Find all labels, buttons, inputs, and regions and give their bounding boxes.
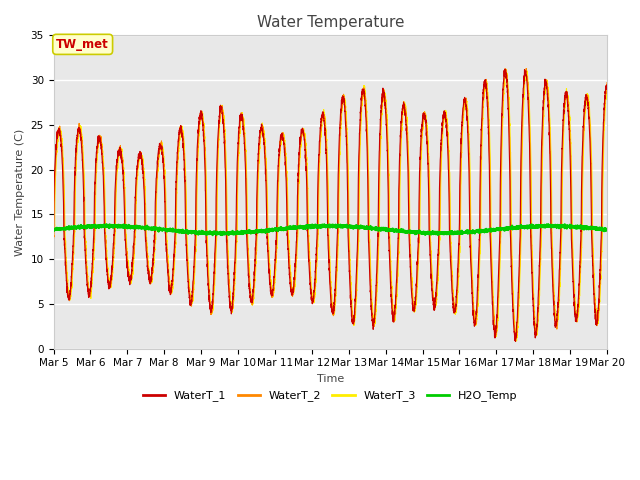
H2O_Temp: [410, 228, 417, 234]
WaterT_3: [505, 93, 513, 99]
WaterT_3: [502, 67, 510, 72]
H2O_Temp: [382, 226, 390, 231]
Legend: WaterT_1, WaterT_2, WaterT_3, H2O_Temp: WaterT_1, WaterT_2, WaterT_3, H2O_Temp: [138, 386, 522, 406]
WaterT_1: [150, 241, 158, 247]
H2O_Temp: [103, 221, 111, 227]
H2O_Temp: [463, 228, 470, 233]
WaterT_1: [463, 109, 470, 115]
H2O_Temp: [505, 226, 513, 232]
WaterT_2: [505, 98, 513, 104]
H2O_Temp: [50, 227, 58, 232]
WaterT_1: [505, 121, 513, 127]
WaterT_3: [410, 301, 417, 307]
WaterT_1: [50, 224, 58, 230]
WaterT_1: [381, 102, 389, 108]
WaterT_3: [381, 90, 389, 96]
WaterT_1: [410, 308, 417, 313]
H2O_Temp: [209, 232, 216, 238]
H2O_Temp: [261, 227, 269, 233]
WaterT_2: [261, 144, 269, 150]
WaterT_1: [512, 338, 520, 344]
WaterT_1: [603, 82, 611, 88]
H2O_Temp: [150, 227, 158, 232]
WaterT_3: [513, 338, 520, 344]
WaterT_2: [50, 236, 58, 242]
X-axis label: Time: Time: [317, 374, 344, 384]
WaterT_3: [50, 244, 58, 250]
Text: TW_met: TW_met: [56, 38, 109, 51]
Y-axis label: Water Temperature (C): Water Temperature (C): [15, 128, 25, 256]
WaterT_2: [381, 99, 389, 105]
Line: WaterT_3: WaterT_3: [54, 70, 607, 341]
Title: Water Temperature: Water Temperature: [257, 15, 404, 30]
WaterT_3: [463, 100, 470, 106]
WaterT_3: [261, 139, 269, 144]
WaterT_2: [603, 80, 611, 85]
H2O_Temp: [603, 228, 611, 233]
WaterT_2: [512, 336, 520, 341]
WaterT_3: [150, 256, 158, 262]
WaterT_2: [463, 101, 470, 107]
WaterT_2: [522, 66, 530, 72]
Line: H2O_Temp: H2O_Temp: [54, 224, 607, 235]
WaterT_2: [410, 301, 417, 307]
Line: WaterT_1: WaterT_1: [54, 69, 607, 341]
WaterT_1: [261, 157, 269, 163]
Line: WaterT_2: WaterT_2: [54, 69, 607, 338]
WaterT_2: [150, 247, 158, 253]
WaterT_3: [603, 83, 611, 89]
WaterT_1: [501, 66, 509, 72]
